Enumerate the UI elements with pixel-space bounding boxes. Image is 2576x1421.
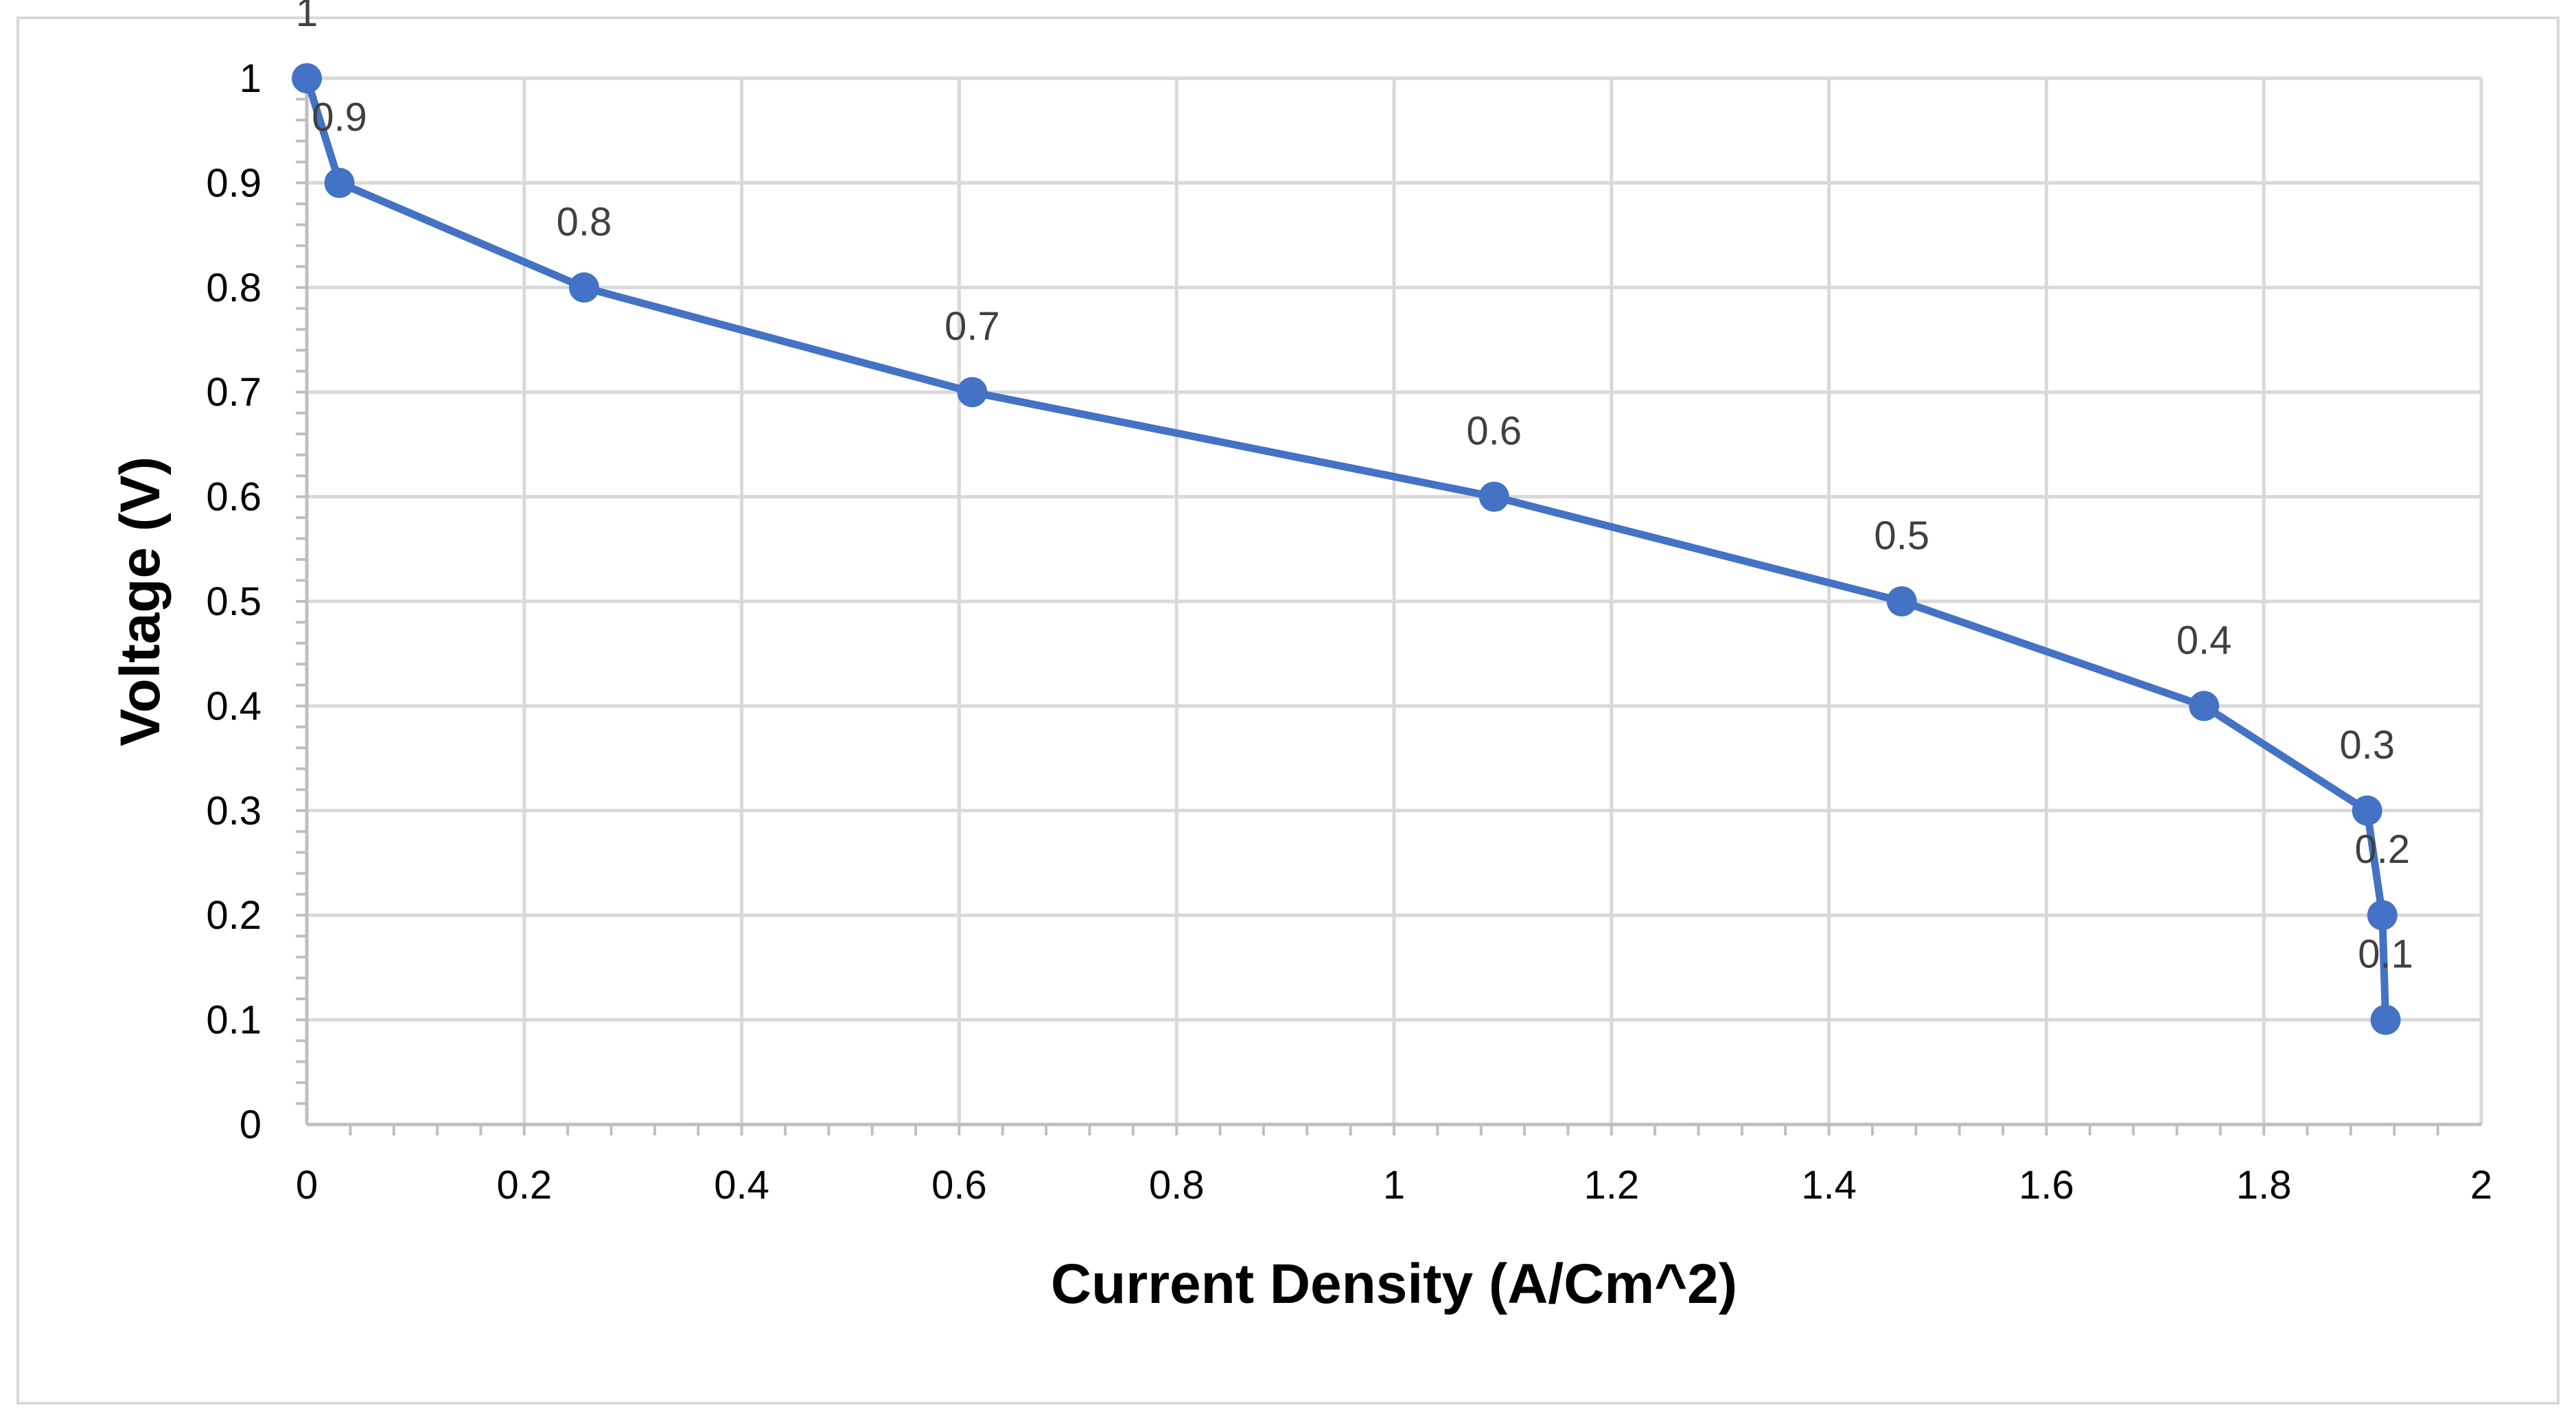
- x-tick-label: 0.4: [714, 1163, 769, 1208]
- data-label: 0.7: [944, 304, 1000, 349]
- data-point: [292, 63, 322, 93]
- data-label: 0.1: [2358, 932, 2413, 977]
- x-tick-label: 1.6: [2019, 1163, 2074, 1208]
- data-point: [1886, 586, 1917, 616]
- chart-area: [16, 16, 2560, 1405]
- data-label: 0.5: [1874, 513, 1929, 558]
- data-labels: 1 0.9 0.8 0.7 0.6 0.5 0.4 0.3 0.2 0.1: [296, 0, 2413, 977]
- x-tick-label: 0.2: [496, 1163, 552, 1208]
- data-label: 0.4: [2177, 618, 2232, 662]
- y-tick-label: 0.9: [206, 161, 262, 205]
- y-tick-label: 1: [240, 56, 262, 101]
- data-point: [2352, 795, 2382, 826]
- y-axis-tick-labels: 0 0.1 0.2 0.3 0.4 0.5 0.6 0.7 0.8 0.9 1: [206, 56, 262, 1147]
- data-point: [1478, 481, 1509, 512]
- y-tick-label: 0.7: [206, 370, 262, 415]
- y-tick-label: 0: [240, 1102, 262, 1147]
- data-point: [2189, 691, 2220, 721]
- data-label: 0.9: [312, 95, 367, 139]
- data-point: [568, 272, 599, 303]
- data-label: 1: [296, 0, 318, 35]
- series-line: [303, 77, 2390, 1020]
- y-tick-label: 0.5: [206, 579, 262, 624]
- y-tick-label: 0.4: [206, 684, 262, 728]
- minor-tick-marks: [296, 97, 2439, 1135]
- x-tick-label: 1.8: [2236, 1163, 2292, 1208]
- y-axis-title: Voltage (V): [109, 457, 172, 746]
- data-point: [2370, 1004, 2401, 1035]
- data-label: 0.3: [2339, 723, 2395, 767]
- gridlines: [307, 76, 2483, 1124]
- data-point: [324, 167, 355, 198]
- data-point: [2367, 900, 2398, 931]
- axes: [305, 78, 2481, 1127]
- x-tick-label: 1.4: [1801, 1163, 1857, 1208]
- x-tick-label: 0.6: [931, 1163, 987, 1208]
- data-label: 0.8: [557, 200, 612, 244]
- x-tick-label: 0: [296, 1163, 318, 1208]
- y-tick-label: 0.1: [206, 998, 262, 1043]
- y-tick-label: 0.2: [206, 893, 262, 938]
- x-tick-label: 0.8: [1149, 1163, 1205, 1208]
- x-tick-label: 1.2: [1583, 1163, 1639, 1208]
- x-tick-label: 2: [2470, 1163, 2492, 1208]
- data-point: [957, 377, 988, 408]
- y-tick-label: 0.8: [206, 266, 262, 310]
- data-label: 0.6: [1466, 409, 1522, 454]
- data-label: 0.2: [2355, 827, 2411, 872]
- series-1: [292, 63, 2401, 1035]
- y-tick-label: 0.3: [206, 789, 262, 833]
- y-tick-label: 0.6: [206, 475, 262, 520]
- x-axis-tick-labels: 0 0.2 0.4 0.6 0.8 1 1.2 1.4 1.6 1.8 2: [296, 1163, 2492, 1208]
- x-tick-label: 1: [1383, 1163, 1405, 1208]
- x-axis-title: Current Density (A/Cm^2): [1051, 1253, 1737, 1315]
